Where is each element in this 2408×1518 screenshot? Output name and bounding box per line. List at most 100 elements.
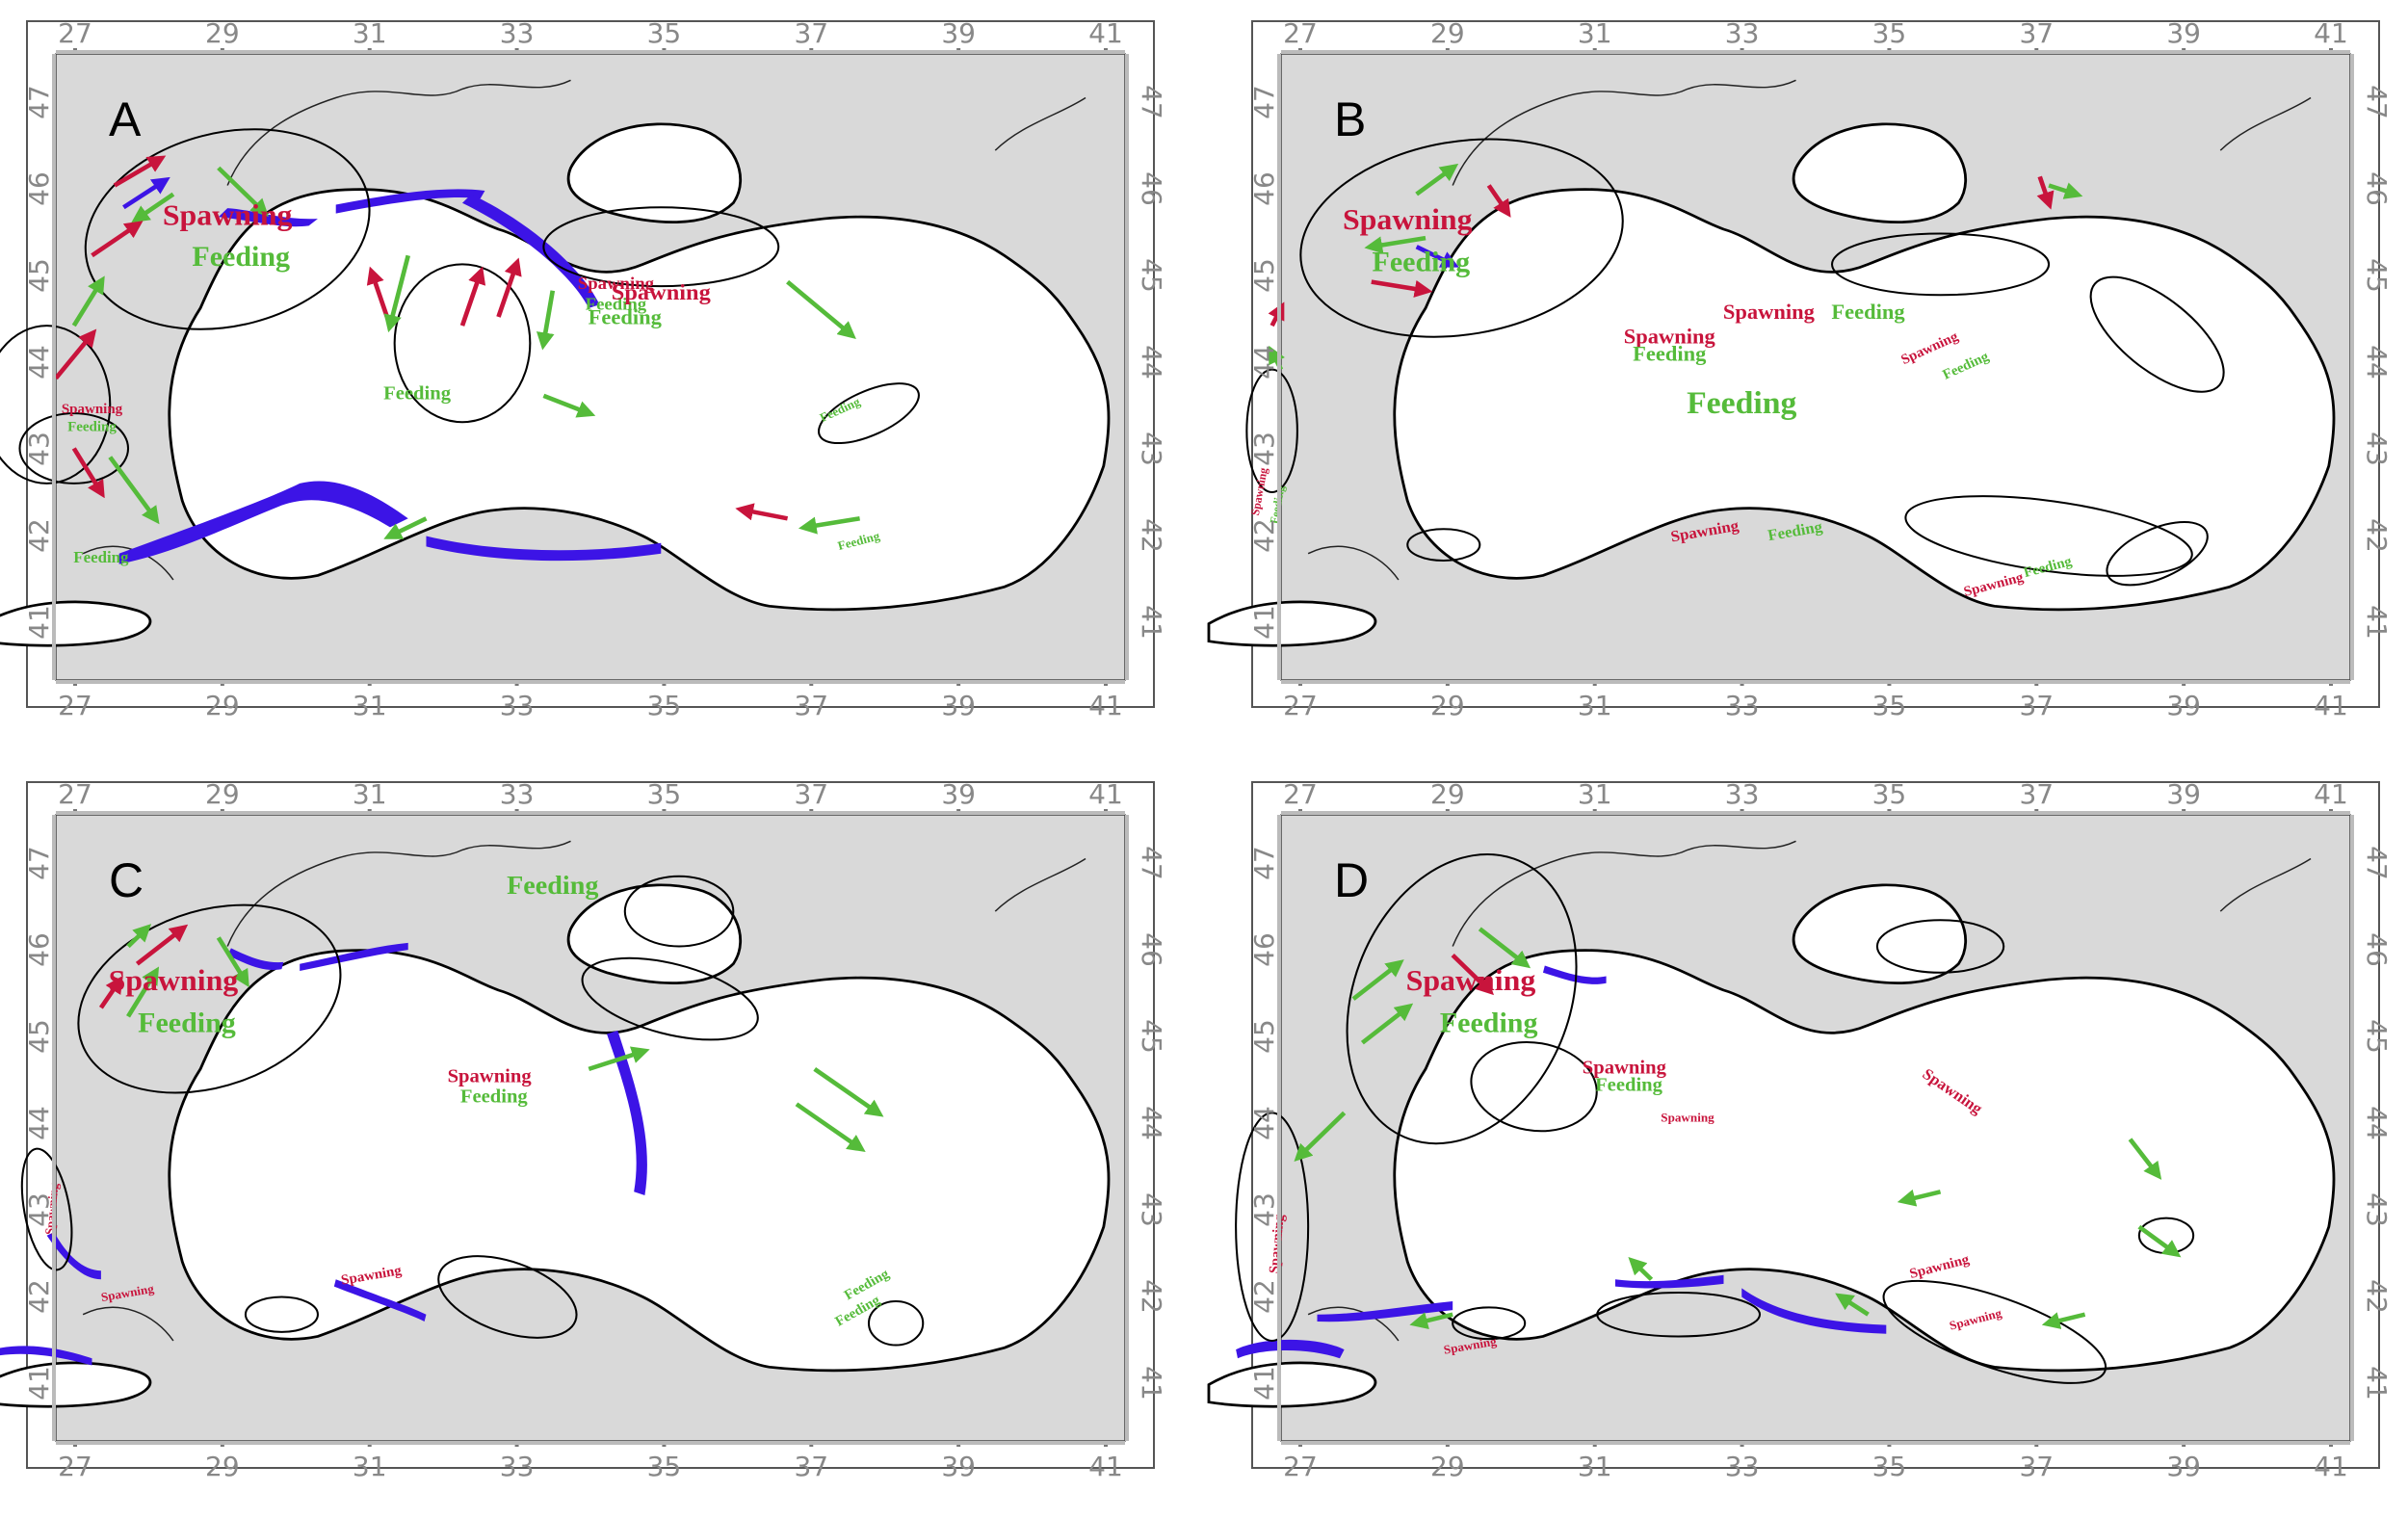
habitat-zone bbox=[2106, 521, 2209, 587]
migration-arrow-green bbox=[542, 393, 596, 418]
lon-tick-label-top: 31 bbox=[1578, 778, 1612, 810]
lat-tick-label-left: 47 bbox=[23, 846, 55, 880]
spawning-label: Spawning bbox=[1406, 963, 1536, 996]
habitat-zone bbox=[1406, 528, 1481, 562]
spawning-label: Spawning bbox=[1267, 1214, 1288, 1274]
habitat-zone bbox=[1346, 853, 1578, 1145]
migration-arrow-green bbox=[795, 1102, 866, 1153]
migration-arrow-red bbox=[71, 447, 105, 499]
lon-tick-label-top: 39 bbox=[2166, 778, 2201, 810]
lon-tick-label-top: 31 bbox=[353, 17, 387, 49]
migration-arrow-green bbox=[1409, 1312, 1453, 1329]
lon-tick-label-bottom: 35 bbox=[1872, 690, 1907, 721]
lon-tick-label-top: 35 bbox=[1872, 778, 1907, 810]
lat-tick-label-right: 43 bbox=[1136, 432, 1167, 466]
lon-tick-label-top: 29 bbox=[205, 778, 240, 810]
lat-tick-label-left: 47 bbox=[23, 85, 55, 119]
habitat-zone bbox=[623, 875, 735, 948]
frame-bar-top bbox=[1281, 811, 2350, 815]
lat-tick-label-left: 45 bbox=[1248, 258, 1280, 293]
basin: SpawningFeedingSpawningFeedingSpawningFe… bbox=[0, 79, 1111, 647]
feeding-label: Feeding bbox=[138, 1008, 236, 1039]
lon-tick-label-top: 27 bbox=[1283, 17, 1318, 49]
migration-arrow-green bbox=[798, 516, 860, 535]
coastline-northeast bbox=[2219, 96, 2312, 151]
migration-arrow-green bbox=[1360, 1003, 1414, 1045]
migration-arrow-green bbox=[383, 254, 411, 333]
sea-of-marmara bbox=[1207, 600, 1377, 647]
lon-tick-label-bottom: 31 bbox=[353, 690, 387, 721]
sea-of-marmara bbox=[1207, 1361, 1377, 1408]
map-area: SpawningFeedingSpawningFeedingSpawningFe… bbox=[0, 53, 1126, 681]
lat-tick-label-left: 41 bbox=[23, 605, 55, 640]
lat-tick-label-right: 42 bbox=[2361, 518, 2393, 553]
feeding-label: Feeding bbox=[1687, 386, 1797, 421]
lon-tick-label-bottom: 39 bbox=[941, 1451, 976, 1482]
lat-tick-label-left: 43 bbox=[1248, 432, 1280, 466]
migration-arrow-green bbox=[217, 166, 269, 217]
lon-tick-label-top: 27 bbox=[58, 17, 92, 49]
map-area: SpawningFeedingFeedingSpawningFeedingSpa… bbox=[0, 814, 1126, 1442]
coastline-bosphorus bbox=[82, 1306, 174, 1342]
frame-bar-left bbox=[1277, 815, 1281, 1441]
lat-tick-label-left: 46 bbox=[23, 932, 55, 967]
lon-tick-label-top: 29 bbox=[205, 17, 240, 49]
lon-tick-label-top: 29 bbox=[1430, 17, 1465, 49]
migration-arrow-green bbox=[2137, 1224, 2182, 1258]
lon-tick-label-top: 39 bbox=[941, 778, 976, 810]
lat-tick-label-left: 45 bbox=[23, 258, 55, 293]
feeding-label: Feeding bbox=[1373, 248, 1471, 278]
lon-tick-label-bottom: 27 bbox=[1283, 1451, 1318, 1482]
shelf-zone bbox=[426, 536, 662, 562]
lat-tick-label-left: 47 bbox=[1248, 85, 1280, 119]
migration-arrow-green bbox=[71, 275, 105, 327]
coastline-northeast bbox=[994, 96, 1086, 151]
map-area: SpawningFeedingSpawningFeedingFeedingSpa… bbox=[1207, 53, 2351, 681]
lon-tick-label-bottom: 27 bbox=[58, 690, 92, 721]
lon-tick-label-bottom: 31 bbox=[353, 1451, 387, 1482]
shelf-zone bbox=[218, 208, 318, 227]
lat-tick-label-left: 44 bbox=[1248, 345, 1280, 380]
lat-tick-label-left: 43 bbox=[23, 432, 55, 466]
frame-bar-right bbox=[2350, 815, 2354, 1441]
lon-tick-label-top: 29 bbox=[1430, 778, 1465, 810]
lon-tick-label-bottom: 35 bbox=[1872, 1451, 1907, 1482]
spawning-label: Spawning bbox=[1624, 325, 1715, 349]
lat-tick-label-right: 45 bbox=[2361, 1019, 2393, 1054]
spawning-label: Spawning bbox=[109, 963, 239, 996]
frame-bar-bottom bbox=[1281, 1441, 2350, 1445]
lon-tick-label-bottom: 29 bbox=[1430, 690, 1465, 721]
coastline-northeast bbox=[994, 857, 1086, 912]
lon-tick-label-bottom: 31 bbox=[1578, 690, 1612, 721]
frame-bar-bottom bbox=[56, 680, 1125, 684]
migration-arrow-green bbox=[383, 516, 428, 539]
habitat-zone bbox=[542, 206, 780, 288]
lon-tick-label-bottom: 33 bbox=[1725, 690, 1760, 721]
lon-tick-label-bottom: 29 bbox=[205, 690, 240, 721]
shelf-zone bbox=[335, 189, 485, 214]
habitat-zone bbox=[18, 412, 130, 484]
spawning-label: Spawning bbox=[612, 280, 711, 305]
migration-arrow-green bbox=[1351, 959, 1404, 1001]
lat-tick-label-right: 43 bbox=[2361, 432, 2393, 466]
lon-tick-label-bottom: 41 bbox=[2314, 1451, 2348, 1482]
feeding-label: Feeding bbox=[460, 1086, 528, 1108]
spawning-label: Spawning bbox=[163, 198, 293, 231]
migration-arrow-blue bbox=[122, 176, 170, 210]
spawning-label: Spawning bbox=[448, 1066, 532, 1087]
migration-arrow-green bbox=[786, 279, 856, 339]
migration-arrow-red bbox=[496, 257, 522, 318]
lon-tick-label-bottom: 35 bbox=[647, 690, 682, 721]
migration-arrow-red bbox=[135, 924, 189, 966]
shelf-zone bbox=[1614, 1274, 1724, 1289]
migration-arrow-green bbox=[813, 1067, 884, 1117]
lat-tick-label-right: 41 bbox=[1136, 605, 1167, 640]
frame-bar-bottom bbox=[1281, 680, 2350, 684]
lon-tick-label-bottom: 41 bbox=[2314, 690, 2348, 721]
lon-tick-label-top: 41 bbox=[2314, 778, 2348, 810]
habitat-zone bbox=[818, 382, 920, 445]
migration-arrow-red bbox=[735, 503, 789, 521]
lat-tick-label-left: 45 bbox=[23, 1019, 55, 1054]
lat-tick-label-left: 45 bbox=[1248, 1019, 1280, 1054]
lat-tick-label-right: 46 bbox=[2361, 171, 2393, 206]
